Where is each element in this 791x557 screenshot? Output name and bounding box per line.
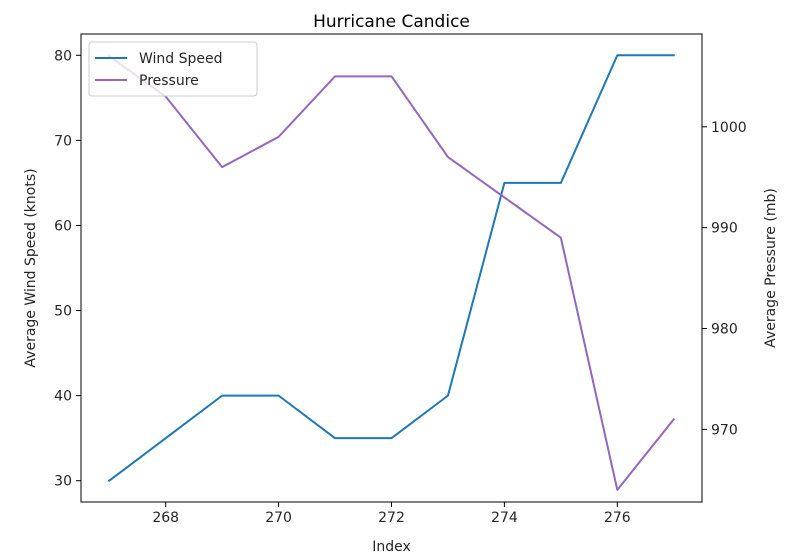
y-left-tick-label: 40	[54, 389, 72, 405]
y-axis-left-label: Average Wind Speed (knots)	[23, 168, 39, 367]
x-tick-label: 270	[265, 510, 292, 526]
x-tick-label: 268	[152, 510, 179, 526]
y-left-tick-label: 80	[54, 48, 72, 64]
y-left-tick-label: 30	[54, 474, 72, 490]
series-line-1	[107, 54, 675, 483]
y-left-tick-label: 60	[54, 218, 72, 234]
y-axis-right-label: Average Pressure (mb)	[763, 188, 779, 348]
legend: Wind Speed Pressure	[88, 41, 258, 97]
legend-label-2: Pressure	[139, 73, 199, 89]
series-line-2	[107, 54, 676, 491]
legend-label-1: Wind Speed	[139, 51, 223, 67]
plot-area: 268 270 272 274 276 30 40 50 60 70 80 970 980 990 1000	[54, 33, 747, 526]
y-right-tick-label: 1000	[711, 120, 747, 136]
x-tick-label: 272	[378, 510, 405, 526]
legend-box	[88, 41, 258, 97]
x-axis-label: Index	[372, 539, 411, 555]
y-right-tick-label: 980	[711, 322, 738, 338]
chart-title: Hurricane Candice	[313, 12, 470, 32]
y-left-tick-label: 70	[54, 133, 72, 149]
y-right-tick-label: 970	[711, 422, 738, 438]
x-tick-label: 276	[604, 510, 631, 526]
y-left-tick-label: 50	[54, 304, 72, 320]
x-tick-label: 274	[491, 510, 518, 526]
y-right-tick-label: 990	[711, 221, 738, 237]
